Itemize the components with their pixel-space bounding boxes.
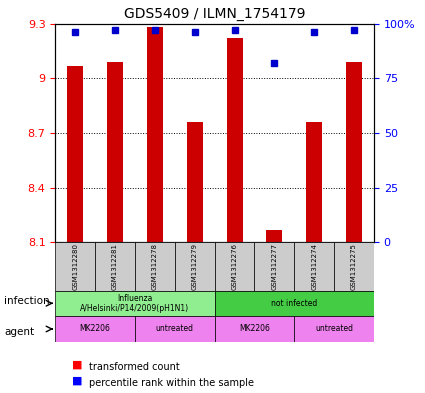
Text: infection: infection <box>4 296 50 306</box>
Bar <box>67 66 83 242</box>
FancyBboxPatch shape <box>135 242 175 290</box>
Text: untreated: untreated <box>315 325 353 334</box>
FancyBboxPatch shape <box>55 290 215 316</box>
Text: GSM1312274: GSM1312274 <box>311 243 317 290</box>
FancyBboxPatch shape <box>334 242 374 290</box>
FancyBboxPatch shape <box>215 290 374 316</box>
Bar <box>147 27 163 242</box>
FancyBboxPatch shape <box>175 242 215 290</box>
Bar <box>266 230 282 242</box>
Text: GSM1312280: GSM1312280 <box>72 243 78 290</box>
FancyBboxPatch shape <box>294 242 334 290</box>
Bar <box>187 122 203 242</box>
FancyBboxPatch shape <box>294 316 374 342</box>
Title: GDS5409 / ILMN_1754179: GDS5409 / ILMN_1754179 <box>124 7 306 21</box>
Text: ■: ■ <box>72 375 83 385</box>
Text: MK2206: MK2206 <box>79 325 110 334</box>
Text: not infected: not infected <box>271 299 317 308</box>
Bar <box>107 62 123 242</box>
FancyBboxPatch shape <box>215 242 255 290</box>
Text: GSM1312281: GSM1312281 <box>112 243 118 290</box>
Text: GSM1312275: GSM1312275 <box>351 243 357 290</box>
FancyBboxPatch shape <box>95 242 135 290</box>
FancyBboxPatch shape <box>135 316 215 342</box>
FancyBboxPatch shape <box>255 242 294 290</box>
Text: MK2206: MK2206 <box>239 325 270 334</box>
Text: ■: ■ <box>72 360 83 369</box>
FancyBboxPatch shape <box>55 242 95 290</box>
FancyBboxPatch shape <box>215 316 294 342</box>
Text: untreated: untreated <box>156 325 194 334</box>
Bar <box>346 62 362 242</box>
Bar <box>227 38 243 242</box>
Text: agent: agent <box>4 327 34 337</box>
Text: Influenza
A/Helsinki/P14/2009(pH1N1): Influenza A/Helsinki/P14/2009(pH1N1) <box>80 294 190 313</box>
FancyBboxPatch shape <box>55 316 135 342</box>
Text: GSM1312277: GSM1312277 <box>272 243 278 290</box>
Bar <box>306 122 322 242</box>
Text: GSM1312278: GSM1312278 <box>152 243 158 290</box>
Text: percentile rank within the sample: percentile rank within the sample <box>89 378 254 388</box>
Text: transformed count: transformed count <box>89 362 180 373</box>
Text: GSM1312279: GSM1312279 <box>192 243 198 290</box>
Text: GSM1312276: GSM1312276 <box>232 243 238 290</box>
